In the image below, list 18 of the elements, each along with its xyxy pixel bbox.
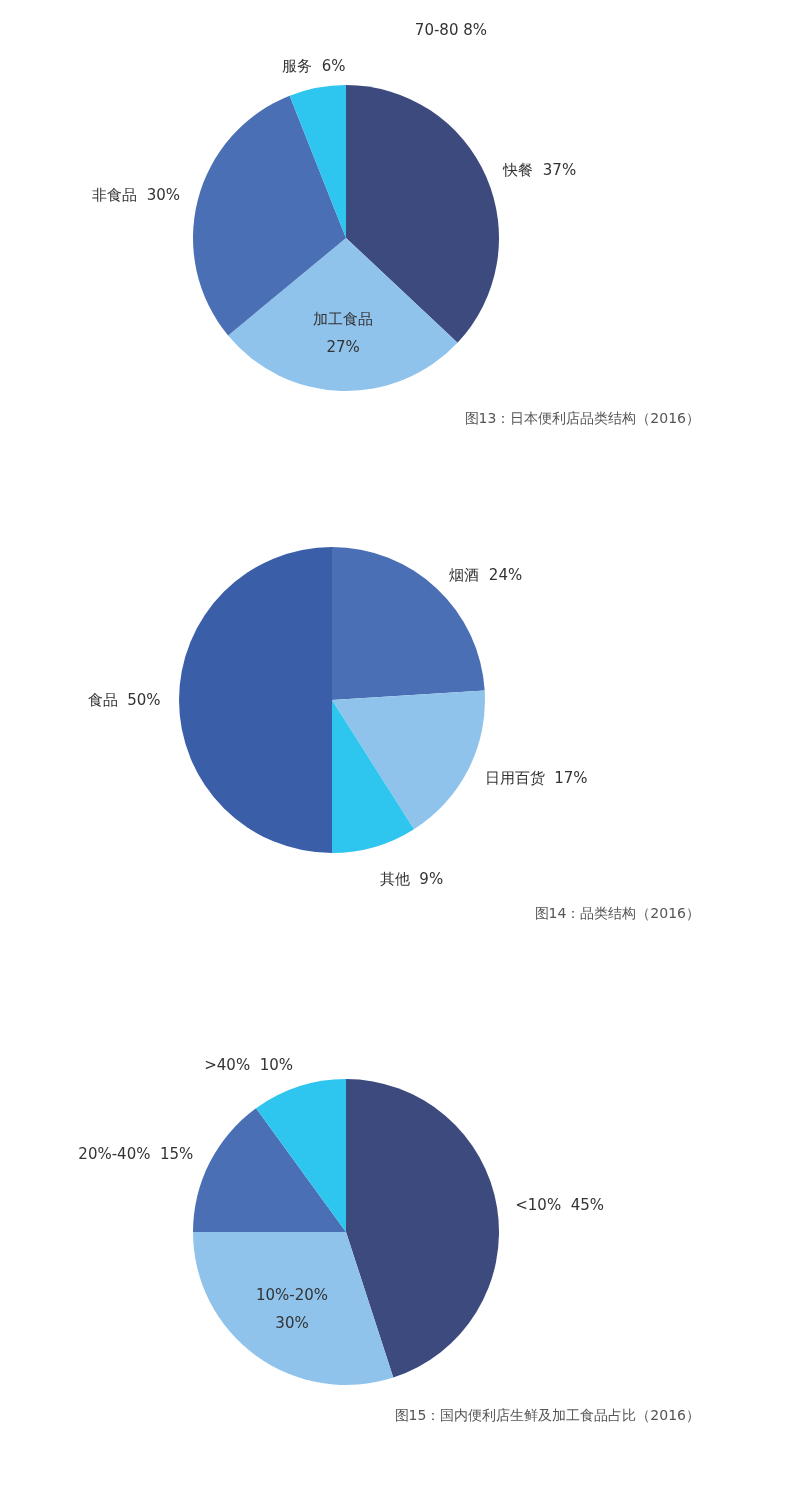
slice-label: 服务 6% (282, 56, 346, 75)
slice-label: 10%-20% (255, 1286, 329, 1305)
text: 图15：国内便利店生鲜及加工食品占比（2016） (394, 1407, 700, 1423)
data-label: 30% (275, 1314, 309, 1333)
slice-label: 烟酒 24% (449, 566, 523, 585)
data-label: 27% (326, 337, 360, 356)
text: 图13：日本便利店品类结构（2016） (464, 410, 700, 426)
text: 70-80 8% (414, 21, 488, 39)
slice-label: 加工食品 (313, 309, 374, 328)
slice-label: 食品 50% (87, 691, 161, 709)
slice-label: 快餐 37% (502, 160, 577, 179)
text: 图14：品类结构（2016） (534, 905, 700, 921)
slice-label: 其他 9% (379, 869, 444, 888)
slice-label: <10% 45% (515, 1196, 605, 1215)
slice-label: 日用百货 17% (484, 768, 588, 787)
slice-label: 非食品 30% (92, 186, 181, 205)
slice-label: 20%-40% 15% (78, 1145, 194, 1164)
slice-label: >40% 10% (204, 1056, 294, 1075)
